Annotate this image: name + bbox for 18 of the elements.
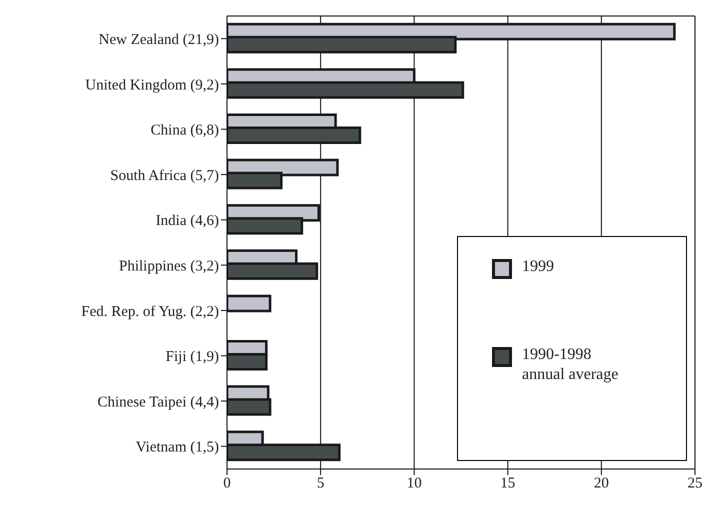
x-tick-label: 15 (500, 476, 516, 492)
y-tick-label: Chinese Taipei (4,4) (97, 394, 219, 410)
x-tick-label: 5 (316, 476, 324, 492)
y-tick-label: Philippines (3,2) (119, 258, 219, 274)
legend-label: 1999 (522, 257, 555, 277)
y-tick-label: South Africa (5,7) (110, 168, 219, 184)
y-tick-label: New Zealand (21,9) (98, 32, 219, 48)
x-tick-label: 20 (594, 476, 609, 492)
y-tick-label: China (6,8) (150, 122, 219, 139)
y-tick-label: Fed. Rep. of Yug. (2,2) (81, 304, 219, 320)
y-tick-label: India (4,6) (156, 213, 220, 230)
y-tick-label: United Kingdom (9,2) (85, 77, 220, 94)
legend-label: 1990-1998 annual average (522, 345, 620, 385)
x-tick-label: 10 (406, 476, 422, 492)
x-tick-label: 0 (223, 476, 231, 492)
y-tick-label: Vietnam (1,5) (136, 440, 219, 456)
x-tick-label: 25 (688, 476, 702, 492)
y-tick-label: Fiji (1,9) (166, 349, 219, 366)
